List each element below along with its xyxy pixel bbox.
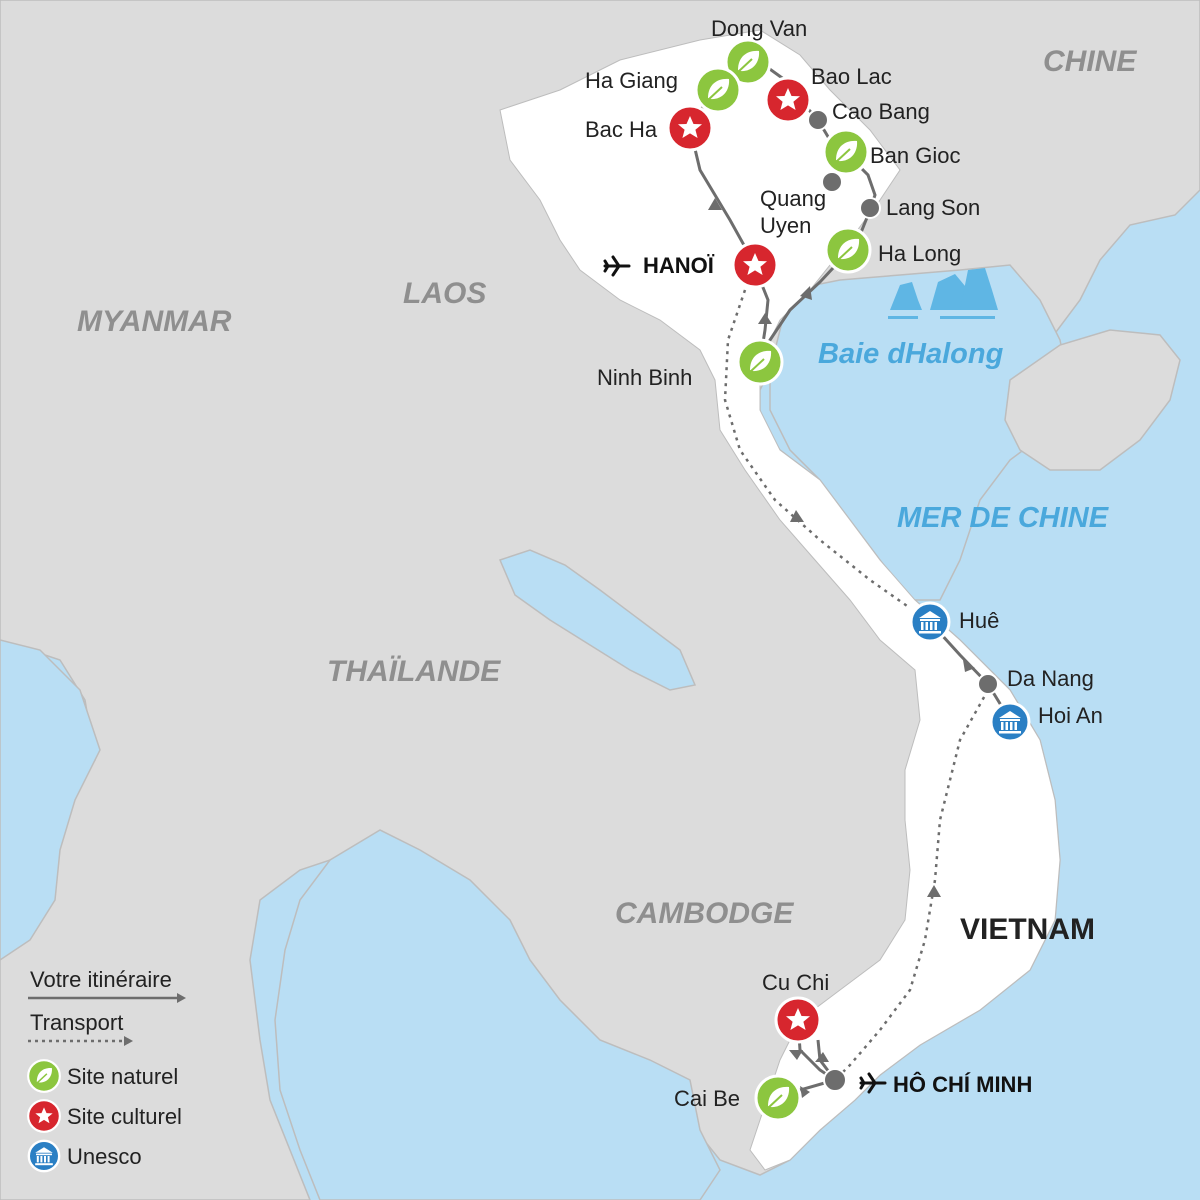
andaman-sea [0,639,101,961]
country-label-chine: CHINE [1043,45,1137,78]
city-label-hanoi: HANOÏ [643,253,715,278]
stop-dot-icon [807,109,829,131]
leaf-icon [694,66,742,114]
city-label-ban-gioc: Ban Gioc [870,143,961,168]
city-label-bac-ha: Bac Ha [585,117,658,142]
country-label-myanmar: MYANMAR [77,305,232,338]
city-label-ha-giang: Ha Giang [585,68,678,93]
leaf-icon [754,1074,802,1122]
sea-label-mer: MER DE CHINE [897,502,1110,534]
star-icon [666,104,714,152]
city-label-quang-uyen-line2: Uyen [760,213,811,238]
star-icon [774,996,822,1044]
stop-dot-icon [859,197,881,219]
stop-dot-icon [823,1068,847,1092]
legend-itineraire-label: Votre itinéraire [30,967,172,992]
city-label-bao-lac: Bao Lac [811,64,892,89]
temple-icon [989,701,1031,743]
city-label-cu-chi: Cu Chi [762,970,829,995]
city-label-dong-van: Dong Van [711,16,807,41]
gulf-of-tonkin [769,264,1071,601]
leaf-icon [822,128,870,176]
legend-leaf-icon [27,1059,61,1093]
city-label-quang-uyen-line1: Quang [760,186,826,211]
country-label-vietnam: VIETNAM [960,913,1095,946]
sea-label-baie: Baie dHalong [818,338,1004,370]
city-label-cai-be: Cai Be [674,1086,740,1111]
legend-culturel-label: Site culturel [67,1104,182,1129]
legend-star-icon [27,1099,61,1133]
temple-icon [909,601,951,643]
city-label-cao-bang: Cao Bang [832,99,930,124]
halong-bay-rocks [888,268,998,319]
city-label-ninh-binh: Ninh Binh [597,365,692,390]
hainan-island [1004,329,1181,471]
stop-dots [807,109,999,1092]
legend-transport-arrow [124,1036,133,1046]
leaf-icon [824,226,872,274]
star-icon [764,76,812,124]
city-label-da-nang: Da Nang [1007,666,1094,691]
gulf-of-thailand [274,829,721,1200]
country-label-thailande: THAÏLANDE [327,655,501,688]
legend-unesco-label: Unesco [67,1144,142,1169]
stop-dot-icon [821,171,843,193]
transport-route [723,289,990,1081]
legend-itineraire-arrow [177,993,186,1003]
tonle-sap-lake [498,549,697,691]
legend-temple-icon [27,1139,61,1173]
leaf-icon [736,338,784,386]
city-label-ho-chi-minh: HÔ CHÍ MINH [893,1072,1032,1097]
country-label-cambodge: CAMBODGE [615,897,794,930]
legend-naturel-label: Site naturel [67,1064,178,1089]
city-label-hoi-an: Hoi An [1038,703,1103,728]
legend: Votre itinéraire Transport Site naturel … [27,967,186,1173]
stop-dot-icon [977,673,999,695]
city-label-ha-long: Ha Long [878,241,961,266]
city-label-hue: Huê [959,608,999,633]
route-arrows [708,198,975,1098]
country-label-laos: LAOS [403,277,486,310]
city-label-lang-son: Lang Son [886,195,980,220]
star-icon [731,241,779,289]
legend-transport-label: Transport [30,1010,123,1035]
